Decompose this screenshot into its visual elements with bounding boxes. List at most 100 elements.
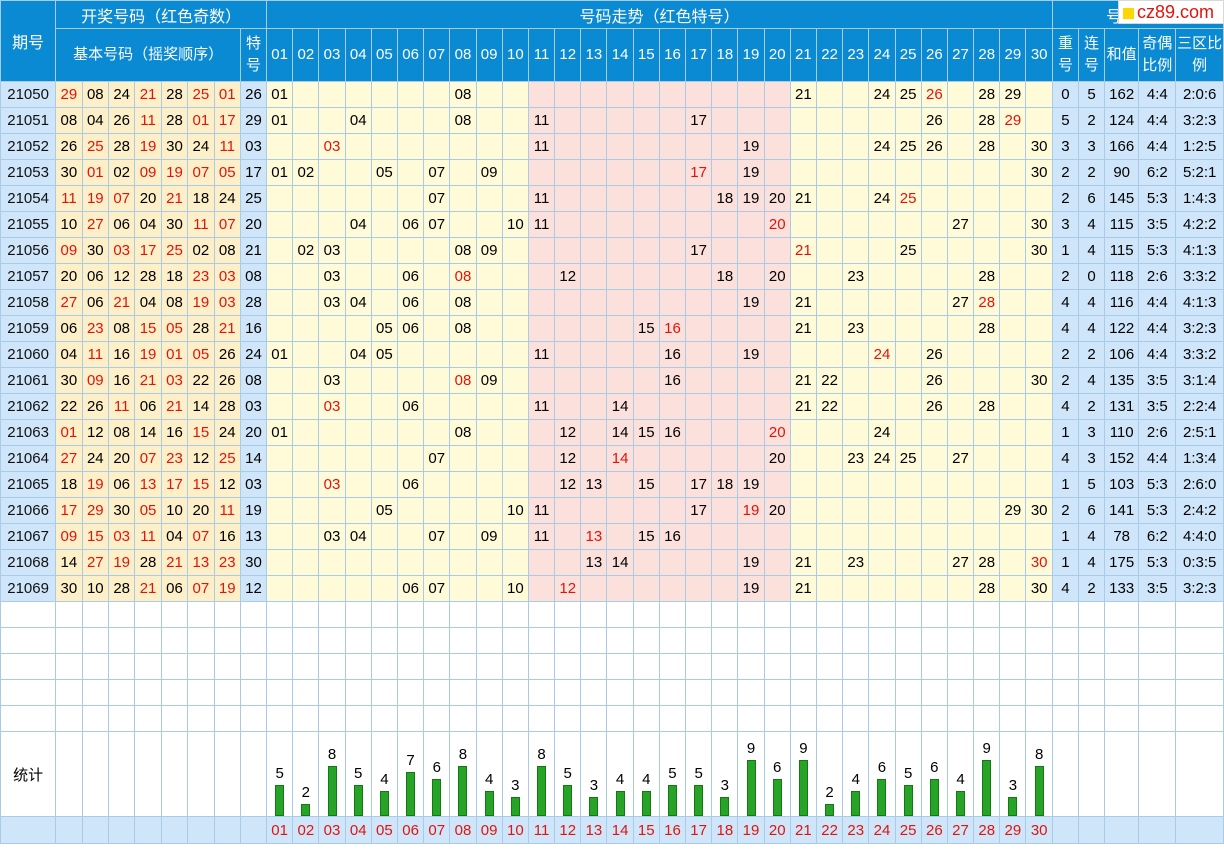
trend-hit: 08	[449, 419, 477, 446]
empty-cell	[0, 601, 57, 628]
trend-hit: 17	[685, 159, 713, 186]
basic-number: 11	[213, 497, 241, 524]
trend-cell	[266, 393, 294, 420]
stat-cell: 5	[658, 731, 687, 817]
trend-cell	[554, 107, 582, 134]
trend-cell	[920, 211, 948, 238]
footer-number: 10	[501, 816, 529, 844]
stat-count: 6	[877, 759, 887, 776]
trend-cell	[527, 81, 556, 108]
empty-cell	[632, 653, 660, 680]
odd-even-ratio: 3:5	[1138, 393, 1177, 420]
trend-cell	[894, 393, 922, 420]
special-number: 14	[239, 445, 268, 472]
empty-cell	[763, 601, 791, 628]
trend-hit: 06	[396, 393, 425, 420]
trend-cell	[999, 549, 1027, 576]
trend-cell	[554, 185, 582, 212]
trend-cell	[292, 471, 320, 498]
empty-cell	[1104, 705, 1140, 732]
trend-cell	[711, 575, 739, 602]
trend-cell	[1025, 185, 1053, 212]
stat-cell: 3	[580, 731, 608, 817]
trend-cell	[501, 315, 529, 342]
empty-cell	[107, 653, 136, 680]
trend-cell	[527, 445, 556, 472]
empty-cell	[763, 705, 791, 732]
trend-cell	[266, 237, 294, 264]
trend-hit: 20	[763, 497, 791, 524]
trend-hit: 07	[423, 185, 451, 212]
trend-cell	[292, 211, 320, 238]
trend-hit: 19	[737, 159, 765, 186]
empty-cell	[842, 679, 870, 706]
trend-cell	[632, 81, 660, 108]
site-logo[interactable]: cz89.com	[1118, 0, 1224, 24]
stat-bar	[615, 791, 625, 816]
basic-number: 11	[134, 523, 162, 550]
empty-cell	[973, 601, 1001, 628]
trend-cell	[999, 133, 1027, 160]
basic-number: 20	[134, 185, 162, 212]
empty-cell	[815, 705, 844, 732]
zone-ratio: 1:2:5	[1175, 133, 1224, 160]
empty-cell	[1051, 731, 1080, 817]
trend-cell	[370, 289, 398, 316]
consecutive-count: 2	[1077, 159, 1106, 186]
trend-cell	[711, 81, 739, 108]
trend-cell	[292, 133, 320, 160]
trend-cell	[763, 237, 791, 264]
trend-cell	[658, 107, 687, 134]
repeat-count: 2	[1051, 159, 1080, 186]
stat-count: 9	[799, 740, 808, 757]
empty-cell	[894, 601, 922, 628]
basic-number: 06	[81, 289, 109, 316]
trend-cell	[737, 367, 765, 394]
trend-hit: 13	[580, 549, 608, 576]
empty-cell	[1025, 601, 1053, 628]
trend-cell	[868, 575, 896, 602]
stat-count: 3	[589, 777, 599, 794]
empty-cell	[1104, 679, 1140, 706]
stat-bar	[563, 785, 573, 816]
empty-cell	[292, 679, 320, 706]
trend-col-18: 18	[711, 28, 739, 82]
empty-cell	[815, 627, 844, 654]
repeat-count: 1	[1051, 549, 1080, 576]
zone-ratio: 4:4:0	[1175, 523, 1224, 550]
trend-cell	[527, 549, 556, 576]
trend-cell	[318, 497, 346, 524]
footer-number: 30	[1025, 816, 1053, 844]
trend-hit: 24	[868, 133, 896, 160]
trend-cell	[999, 367, 1027, 394]
trend-cell	[658, 549, 687, 576]
trend-cell	[580, 81, 608, 108]
trend-hit: 30	[1025, 133, 1053, 160]
trend-cell	[632, 497, 660, 524]
odd-even-header: 奇偶比例	[1138, 28, 1177, 82]
footer-number: 29	[999, 816, 1027, 844]
basic-number: 18	[55, 471, 83, 498]
trend-cell	[318, 419, 346, 446]
trend-cell	[423, 471, 451, 498]
trend-hit: 30	[1025, 211, 1053, 238]
empty-cell	[213, 816, 241, 844]
basic-number: 23	[213, 549, 241, 576]
basic-number: 05	[213, 159, 241, 186]
empty-cell	[55, 705, 83, 732]
empty-cell	[81, 731, 109, 817]
odd-even-ratio: 4:4	[1138, 107, 1177, 134]
basic-number: 06	[134, 393, 162, 420]
empty-cell	[894, 679, 922, 706]
trend-hit: 03	[318, 263, 346, 290]
consecutive-count: 2	[1077, 341, 1106, 368]
trend-hit: 12	[554, 419, 582, 446]
trend-cell	[554, 393, 582, 420]
basic-number: 29	[81, 497, 109, 524]
trend-cell	[815, 471, 844, 498]
basic-number: 05	[134, 497, 162, 524]
basic-number: 15	[187, 471, 215, 498]
repeat-count: 0	[1051, 81, 1080, 108]
basic-number: 26	[213, 341, 241, 368]
sum-value: 175	[1104, 549, 1140, 576]
